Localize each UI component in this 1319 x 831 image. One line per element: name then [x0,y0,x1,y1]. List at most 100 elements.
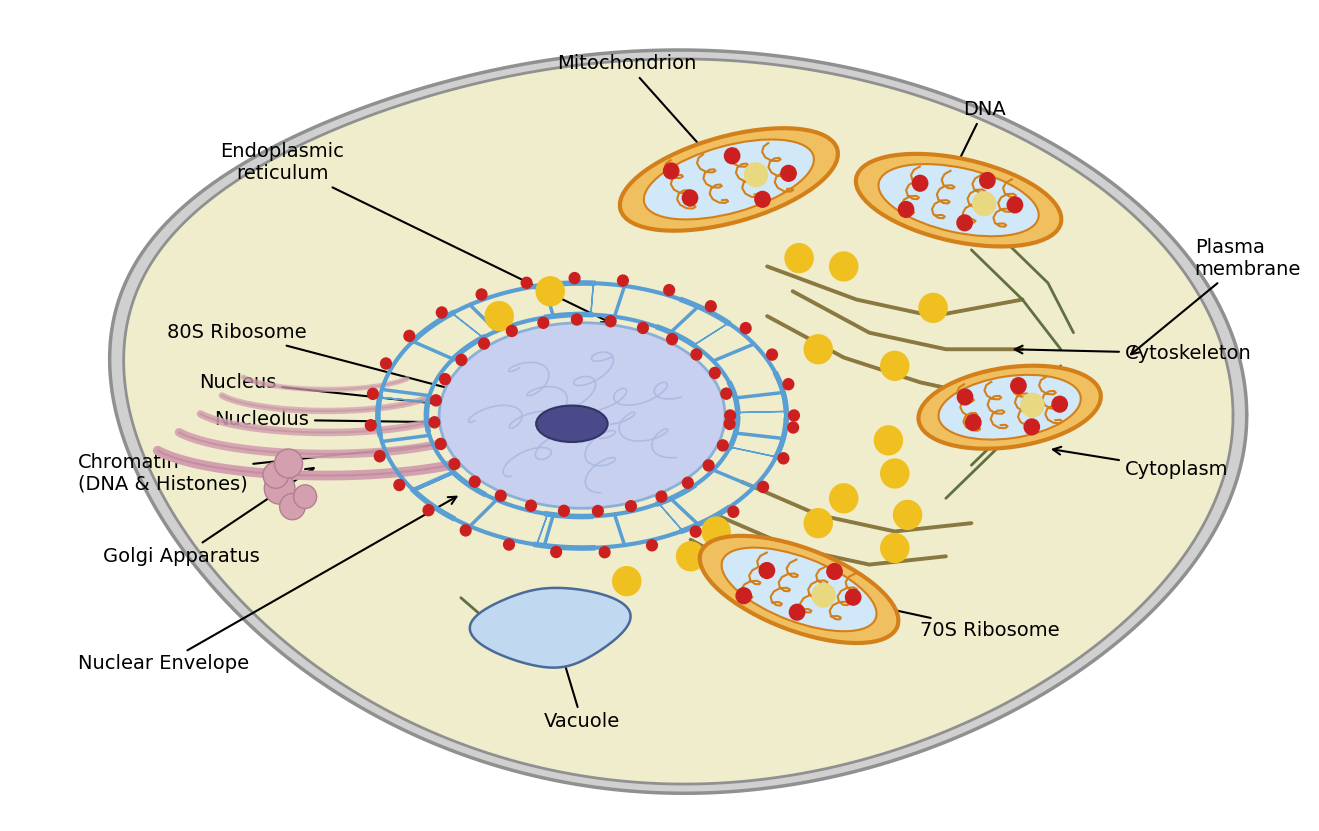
Circle shape [760,563,774,578]
Circle shape [262,462,289,489]
Circle shape [429,417,439,428]
Circle shape [437,307,447,318]
Polygon shape [124,59,1233,784]
Circle shape [559,505,570,516]
Circle shape [682,477,694,489]
Circle shape [789,410,799,421]
Text: Nucleolus: Nucleolus [215,411,545,429]
Circle shape [728,506,739,517]
Circle shape [526,500,537,511]
Circle shape [791,567,819,596]
Text: Vacuole: Vacuole [543,629,620,731]
Circle shape [439,374,450,385]
Circle shape [423,504,434,516]
Ellipse shape [644,140,814,219]
Circle shape [592,505,603,517]
Circle shape [893,500,922,529]
Circle shape [264,473,295,504]
Circle shape [1053,396,1067,412]
Circle shape [827,563,842,579]
Ellipse shape [536,406,608,442]
Circle shape [677,542,704,571]
Circle shape [805,509,832,538]
Circle shape [1021,393,1043,417]
Circle shape [274,449,302,478]
Circle shape [830,484,857,513]
Circle shape [536,277,565,306]
Circle shape [778,453,789,464]
Circle shape [538,317,549,328]
Circle shape [280,494,305,519]
Circle shape [470,476,480,487]
Circle shape [913,175,927,191]
Text: Endoplasmic
reticulum: Endoplasmic reticulum [220,142,609,322]
Text: Mitochondrion: Mitochondrion [557,54,725,174]
Text: DNA: DNA [942,100,1005,195]
Circle shape [404,331,414,342]
Circle shape [551,547,562,558]
Circle shape [881,352,909,381]
Circle shape [435,439,446,450]
Circle shape [646,540,657,551]
Circle shape [724,148,740,164]
Text: Chromatin
(DNA & Histones): Chromatin (DNA & Histones) [78,434,506,494]
Ellipse shape [939,375,1080,440]
Circle shape [456,354,467,366]
Text: Cytoplasm: Cytoplasm [1053,447,1228,479]
Circle shape [670,185,698,214]
Circle shape [1010,378,1026,394]
Circle shape [845,589,861,605]
Circle shape [736,588,752,603]
Text: Plasma
membrane: Plasma membrane [1130,238,1301,354]
Circle shape [496,490,506,501]
Circle shape [874,425,902,455]
Circle shape [506,326,517,337]
Circle shape [448,459,460,470]
Circle shape [721,388,732,399]
Circle shape [972,192,996,215]
Circle shape [476,289,487,300]
Circle shape [766,349,777,360]
Circle shape [617,275,628,286]
Ellipse shape [700,536,898,643]
Circle shape [368,388,379,400]
Circle shape [605,316,616,327]
Circle shape [571,314,582,325]
Circle shape [381,358,392,369]
Circle shape [881,534,909,563]
Circle shape [725,410,736,421]
Circle shape [744,163,768,187]
Circle shape [881,459,909,488]
Circle shape [706,301,716,312]
Text: 80S Ribosome: 80S Ribosome [168,323,468,396]
Ellipse shape [856,154,1062,247]
Circle shape [710,367,720,378]
Circle shape [460,525,471,536]
Circle shape [663,163,679,179]
Circle shape [656,491,667,502]
Ellipse shape [620,128,838,231]
Circle shape [703,460,714,471]
Circle shape [394,479,405,490]
Circle shape [521,278,532,288]
Text: Nucleus: Nucleus [199,373,464,410]
Circle shape [599,547,609,558]
Circle shape [789,604,805,620]
Circle shape [758,481,769,493]
Circle shape [919,293,947,322]
Circle shape [365,420,376,430]
Circle shape [830,252,857,281]
Ellipse shape [439,322,725,509]
Ellipse shape [878,164,1039,236]
Text: Cytoskeleton: Cytoskeleton [1014,344,1252,363]
Circle shape [898,202,914,218]
Polygon shape [470,588,630,667]
Circle shape [753,550,781,579]
Circle shape [785,243,813,273]
Circle shape [783,379,794,390]
Circle shape [479,338,489,349]
Circle shape [691,349,702,360]
Text: Nuclear Envelope: Nuclear Envelope [78,497,456,673]
Circle shape [570,273,580,283]
Circle shape [1008,197,1022,213]
